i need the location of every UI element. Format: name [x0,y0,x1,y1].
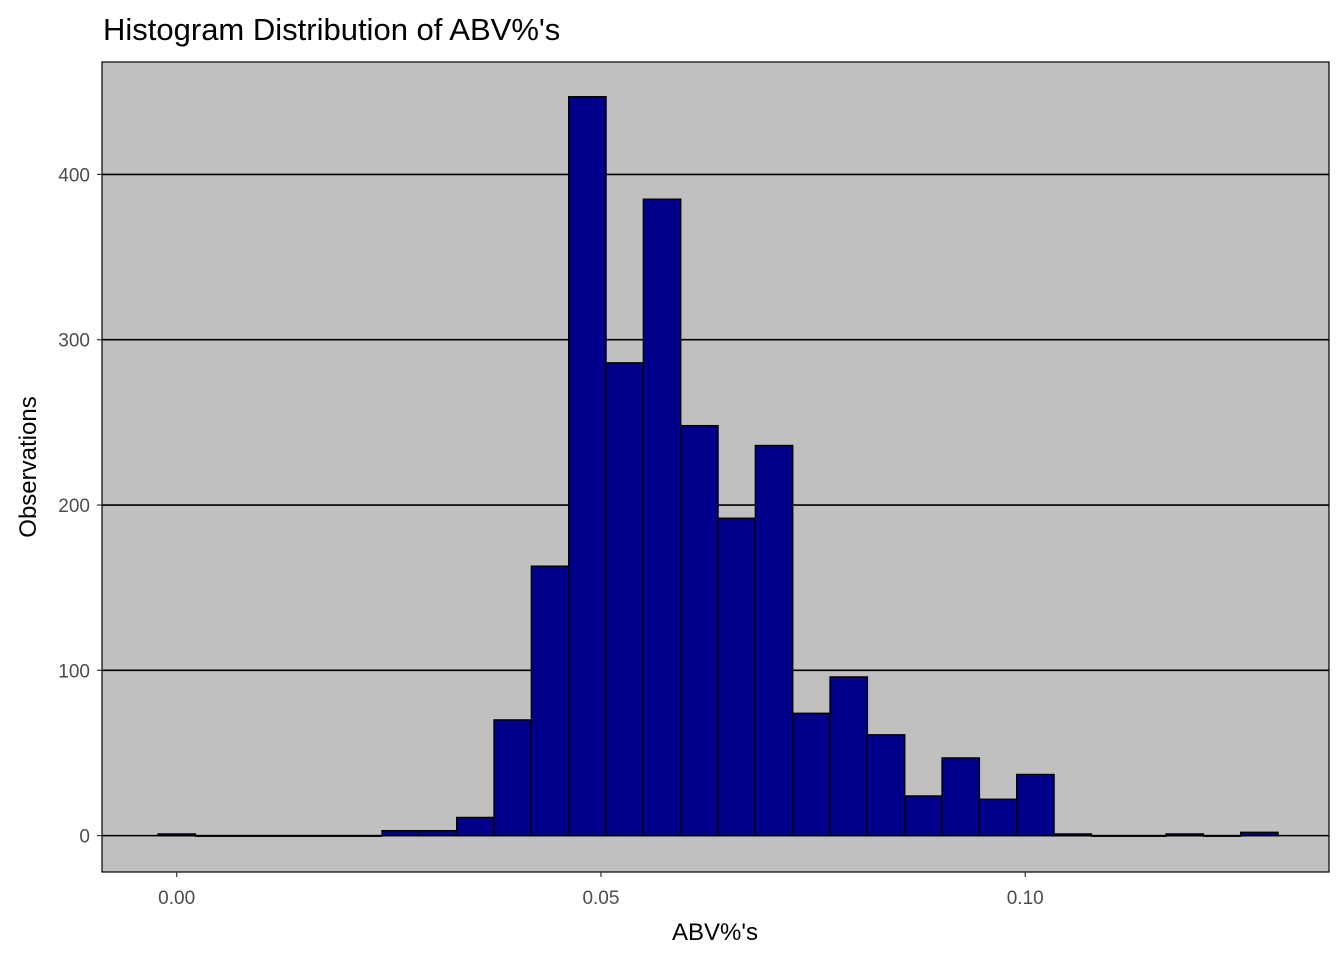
histogram-bar [680,424,719,837]
histogram-bar [231,834,271,837]
histogram-bar [866,734,906,837]
histogram-bar [717,517,757,837]
x-tick-label: 0.10 [1007,888,1044,909]
y-axis-title: Observations [15,396,42,537]
histogram-bar [792,712,831,837]
histogram-bar [1090,834,1130,837]
histogram-bar [1016,773,1055,837]
histogram-bar [269,834,309,837]
chart-title: Histogram Distribution of ABV%'s [103,12,560,47]
histogram-bar [904,795,943,837]
x-tick-label: 0.05 [582,888,619,909]
x-tick-label: 0.00 [158,888,195,909]
histogram-bar [1165,833,1205,837]
histogram-bar [754,444,794,837]
histogram-bar [568,96,607,837]
histogram-bar [1128,834,1167,837]
histogram-bar [1202,834,1242,837]
histogram-bar [530,565,570,837]
y-tick-label: 400 [58,165,90,186]
y-tick-label: 200 [58,496,90,517]
histogram-bar [1053,833,1093,837]
histogram-bar [1240,831,1279,837]
x-axis-ticks: 0.00 0.05 0.10 [158,872,1044,909]
histogram-bar [455,816,495,837]
histogram-bar [343,834,383,837]
histogram-bar [493,719,533,837]
histogram-bar [829,676,869,837]
histogram-bar [642,198,682,837]
histogram-bar [194,834,234,837]
histogram-bar [157,833,197,837]
histogram-bars [157,96,1279,837]
histogram-bar [978,798,1018,837]
x-axis-title: ABV%'s [672,919,758,946]
histogram-bar [306,834,346,837]
y-tick-label: 300 [58,331,90,352]
y-tick-label: 0 [79,827,90,848]
histogram-bar [418,829,458,837]
y-tick-label: 100 [58,661,90,682]
histogram-bar [605,362,645,837]
histogram-bar [941,757,981,837]
y-axis-ticks: 0 100 200 300 400 [58,165,102,848]
histogram-bar [381,829,421,837]
